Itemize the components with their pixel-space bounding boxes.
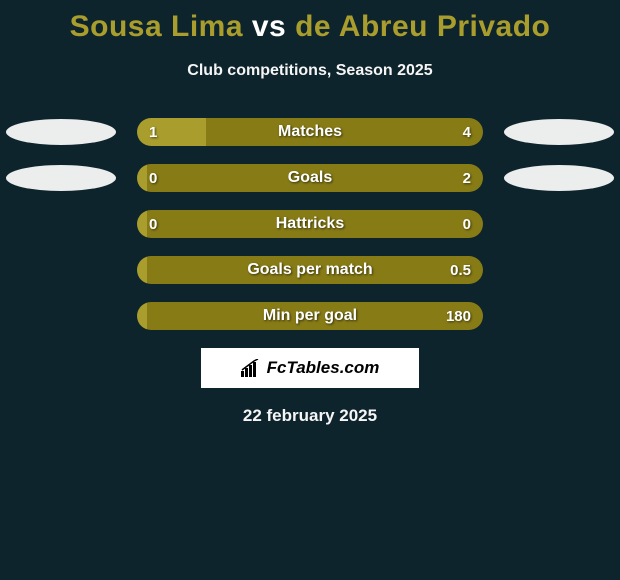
stat-bar: 00Hattricks — [137, 210, 483, 238]
brand-text: FcTables.com — [267, 358, 380, 378]
player2-oval — [504, 165, 614, 191]
player1-oval — [6, 119, 116, 145]
player2-oval — [504, 119, 614, 145]
stat-row: 14Matches — [0, 118, 620, 146]
bar-chart-icon — [241, 359, 263, 377]
brand-box: FcTables.com — [201, 348, 419, 388]
page-title: Sousa Lima vs de Abreu Privado — [0, 0, 620, 44]
stat-bar: 14Matches — [137, 118, 483, 146]
bar-fill-player2 — [147, 210, 483, 238]
title-player1: Sousa Lima — [70, 10, 243, 43]
player1-oval — [6, 165, 116, 191]
bar-fill-player2 — [147, 164, 483, 192]
stat-row: 02Goals — [0, 164, 620, 192]
bar-fill-player2 — [147, 256, 483, 284]
stat-row: 00Hattricks — [0, 210, 620, 238]
date: 22 february 2025 — [0, 406, 620, 426]
bar-fill-player2 — [206, 118, 483, 146]
bar-fill-player1 — [137, 118, 206, 146]
bar-fill-player2 — [147, 302, 483, 330]
stat-bar: 02Goals — [137, 164, 483, 192]
title-vs: vs — [252, 10, 286, 43]
stat-bar: 180Min per goal — [137, 302, 483, 330]
title-player2: de Abreu Privado — [295, 10, 550, 43]
bar-fill-player1 — [137, 302, 147, 330]
comparison-chart: 14Matches 02Goals 00Hattricks 0.5Goals per … — [0, 118, 620, 330]
bar-fill-player1 — [137, 256, 147, 284]
stat-row: 0.5Goals per match — [0, 256, 620, 284]
stat-row: 180Min per goal — [0, 302, 620, 330]
bar-fill-player1 — [137, 164, 147, 192]
stat-bar: 0.5Goals per match — [137, 256, 483, 284]
subtitle: Club competitions, Season 2025 — [0, 62, 620, 80]
bar-fill-player1 — [137, 210, 147, 238]
